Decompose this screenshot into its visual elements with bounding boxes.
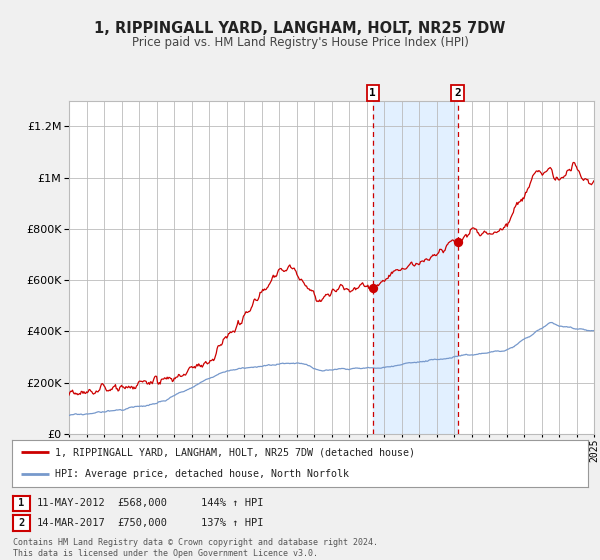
Text: 11-MAY-2012: 11-MAY-2012 (37, 498, 106, 508)
Text: 137% ↑ HPI: 137% ↑ HPI (201, 518, 263, 528)
Text: Contains HM Land Registry data © Crown copyright and database right 2024.
This d: Contains HM Land Registry data © Crown c… (13, 538, 378, 558)
Text: £750,000: £750,000 (117, 518, 167, 528)
Text: 1, RIPPINGALL YARD, LANGHAM, HOLT, NR25 7DW (detached house): 1, RIPPINGALL YARD, LANGHAM, HOLT, NR25 … (55, 447, 415, 458)
Bar (373, 101, 457, 434)
Text: 14-MAR-2017: 14-MAR-2017 (37, 518, 106, 528)
Text: 1: 1 (370, 88, 376, 98)
Text: 1: 1 (19, 498, 25, 508)
Text: 1, RIPPINGALL YARD, LANGHAM, HOLT, NR25 7DW: 1, RIPPINGALL YARD, LANGHAM, HOLT, NR25 … (94, 21, 506, 36)
Text: £568,000: £568,000 (117, 498, 167, 508)
Point (453, 237, 463, 246)
Text: 144% ↑ HPI: 144% ↑ HPI (201, 498, 263, 508)
Text: HPI: Average price, detached house, North Norfolk: HPI: Average price, detached house, Nort… (55, 469, 349, 479)
Text: 2: 2 (454, 88, 461, 98)
Point (368, 284, 377, 293)
Text: 2: 2 (19, 518, 25, 528)
Text: Price paid vs. HM Land Registry's House Price Index (HPI): Price paid vs. HM Land Registry's House … (131, 36, 469, 49)
